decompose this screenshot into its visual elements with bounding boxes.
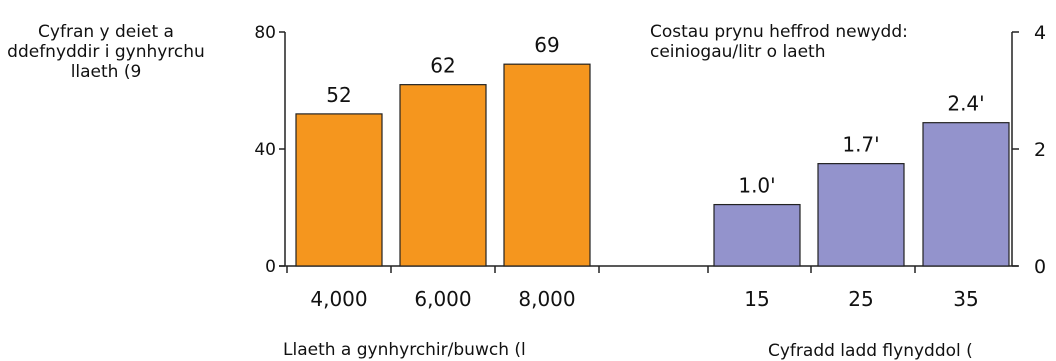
right-x-tick-label: 15 [744, 287, 769, 311]
left-bar [295, 113, 383, 267]
right-x-tick-label: 35 [953, 287, 978, 311]
right-x-axis-label: Cyfradd ladd flynyddol ( [768, 341, 973, 361]
right-y-tick-label: 4 [1034, 22, 1046, 44]
right-bar [713, 203, 801, 267]
left-bar-value-label: 69 [534, 33, 559, 57]
left-bar-value-label: 62 [430, 54, 455, 78]
left-bar [503, 63, 591, 267]
left-bar [399, 84, 487, 267]
left-y-tick-label: 40 [254, 140, 276, 160]
left-x-tick-label: 8,000 [518, 287, 575, 311]
left-x-tick-label: 6,000 [414, 287, 471, 311]
right-x-tick-label: 25 [848, 287, 873, 311]
left-x-tick-label: 4,000 [310, 287, 367, 311]
left-y-axis-label: Cyfran y deiet a ddefnyddir i gynhyrchu … [7, 22, 205, 82]
right-bar-value-label: 1.0' [738, 174, 775, 198]
left-y-tick-label: 80 [254, 23, 276, 43]
right-y-tick-label: 0 [1034, 256, 1046, 278]
right-y-axis-label: Costau prynu heffrod newydd: ceiniogau/l… [650, 22, 908, 62]
left-bar-value-label: 52 [326, 83, 351, 107]
right-bar [922, 122, 1010, 267]
right-bar-value-label: 2.4' [947, 92, 984, 116]
right-bar-value-label: 1.7' [842, 133, 879, 157]
right-bar [817, 163, 905, 267]
right-y-tick-label: 2 [1034, 139, 1046, 161]
left-x-axis-label: Llaeth a gynhyrchir/buwch (l [283, 340, 526, 360]
left-y-tick-label: 0 [265, 257, 276, 277]
